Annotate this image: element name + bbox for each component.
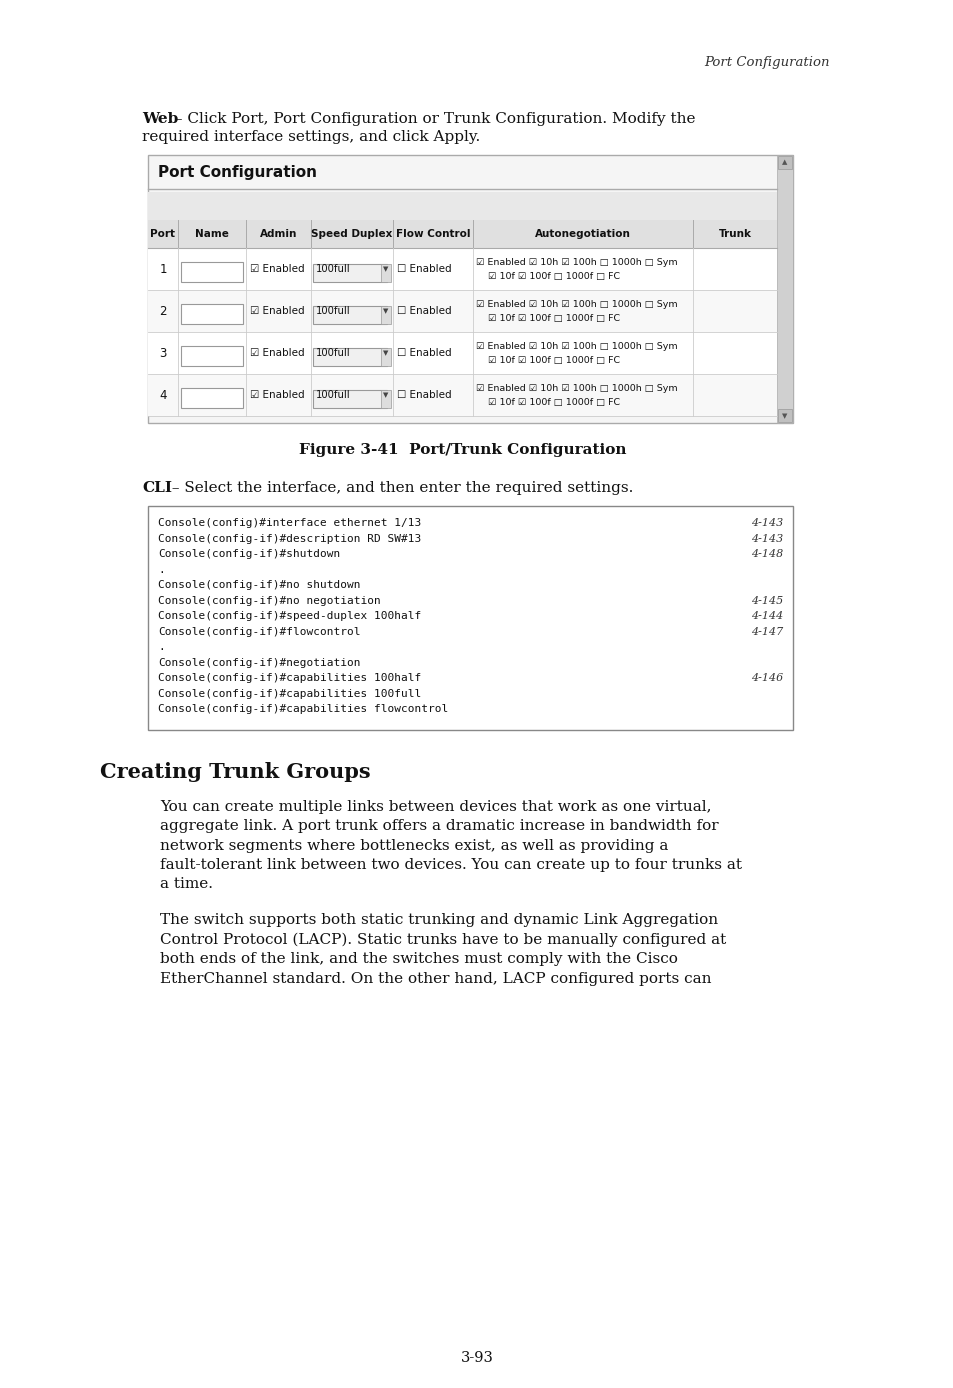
Text: ☑ 10f ☑ 100f □ 1000f □ FC: ☑ 10f ☑ 100f □ 1000f □ FC <box>488 355 619 365</box>
Bar <box>380 348 391 366</box>
Bar <box>181 346 243 366</box>
Text: Console(config-if)#flowcontrol: Console(config-if)#flowcontrol <box>158 626 360 637</box>
Text: Console(config-if)#no shutdown: Console(config-if)#no shutdown <box>158 580 360 590</box>
Text: 4-144: 4-144 <box>750 611 782 620</box>
Bar <box>181 389 243 408</box>
Bar <box>148 248 776 290</box>
Text: Port: Port <box>151 229 175 239</box>
Bar <box>313 348 387 366</box>
Text: Control Protocol (LACP). Static trunks have to be manually configured at: Control Protocol (LACP). Static trunks h… <box>160 933 725 947</box>
Bar <box>148 332 776 373</box>
Bar <box>778 409 791 422</box>
Bar <box>776 155 792 423</box>
Text: 100full: 100full <box>315 305 351 316</box>
Text: a time.: a time. <box>160 877 213 891</box>
Text: ☑ Enabled ☑ 10h ☑ 100h □ 1000h □ Sym: ☑ Enabled ☑ 10h ☑ 100h □ 1000h □ Sym <box>476 341 677 351</box>
Bar <box>313 305 387 323</box>
Bar <box>148 507 792 730</box>
Bar <box>148 221 776 248</box>
Text: ▼: ▼ <box>383 308 388 314</box>
Text: Port Configuration: Port Configuration <box>158 165 316 180</box>
Text: You can create multiple links between devices that work as one virtual,: You can create multiple links between de… <box>160 799 711 813</box>
Text: ▼: ▼ <box>383 266 388 272</box>
Text: ☐ Enabled: ☐ Enabled <box>396 264 451 273</box>
Text: Console(config-if)#shutdown: Console(config-if)#shutdown <box>158 550 340 559</box>
Text: 4-145: 4-145 <box>750 595 782 605</box>
Bar <box>778 155 791 169</box>
Text: ☑ Enabled ☑ 10h ☑ 100h □ 1000h □ Sym: ☑ Enabled ☑ 10h ☑ 100h □ 1000h □ Sym <box>476 258 677 266</box>
Text: Autonegotiation: Autonegotiation <box>535 229 630 239</box>
Text: ▼: ▼ <box>383 391 388 398</box>
Text: Console(config)#interface ethernet 1/13: Console(config)#interface ethernet 1/13 <box>158 518 421 527</box>
Text: 2: 2 <box>159 304 167 318</box>
Text: ☑ 10f ☑ 100f □ 1000f □ FC: ☑ 10f ☑ 100f □ 1000f □ FC <box>488 314 619 323</box>
Text: ☑ Enabled: ☑ Enabled <box>250 305 304 316</box>
Text: – Select the interface, and then enter the required settings.: – Select the interface, and then enter t… <box>167 482 633 496</box>
Text: 1: 1 <box>159 262 167 275</box>
Text: network segments where bottlenecks exist, as well as providing a: network segments where bottlenecks exist… <box>160 838 668 852</box>
Text: Console(config-if)#capabilities flowcontrol: Console(config-if)#capabilities flowcont… <box>158 704 448 713</box>
Text: both ends of the link, and the switches must comply with the Cisco: both ends of the link, and the switches … <box>160 952 678 966</box>
Text: Speed Duplex: Speed Duplex <box>311 229 393 239</box>
Text: Console(config-if)#description RD SW#13: Console(config-if)#description RD SW#13 <box>158 533 421 544</box>
Text: 3-93: 3-93 <box>460 1351 493 1364</box>
Text: ▼: ▼ <box>781 414 787 419</box>
Text: Port Configuration: Port Configuration <box>703 56 829 68</box>
Text: Console(config-if)#speed-duplex 100half: Console(config-if)#speed-duplex 100half <box>158 611 421 620</box>
Text: Console(config-if)#capabilities 100full: Console(config-if)#capabilities 100full <box>158 688 421 698</box>
Text: Flow Control: Flow Control <box>395 229 470 239</box>
Text: The switch supports both static trunking and dynamic Link Aggregation: The switch supports both static trunking… <box>160 913 718 927</box>
Text: Console(config-if)#capabilities 100half: Console(config-if)#capabilities 100half <box>158 673 421 683</box>
Text: aggregate link. A port trunk offers a dramatic increase in bandwidth for: aggregate link. A port trunk offers a dr… <box>160 819 718 833</box>
Text: Console(config-if)#negotiation: Console(config-if)#negotiation <box>158 658 360 668</box>
Text: ☑ Enabled: ☑ Enabled <box>250 390 304 400</box>
Text: Name: Name <box>194 229 229 239</box>
Text: ☐ Enabled: ☐ Enabled <box>396 348 451 358</box>
Bar <box>181 262 243 282</box>
Text: Creating Trunk Groups: Creating Trunk Groups <box>100 762 370 781</box>
Text: Web: Web <box>142 112 178 126</box>
Text: ☑ 10f ☑ 100f □ 1000f □ FC: ☑ 10f ☑ 100f □ 1000f □ FC <box>488 398 619 407</box>
Text: ☑ 10f ☑ 100f □ 1000f □ FC: ☑ 10f ☑ 100f □ 1000f □ FC <box>488 272 619 280</box>
Text: Figure 3-41  Port/Trunk Configuration: Figure 3-41 Port/Trunk Configuration <box>298 443 625 457</box>
Text: 3: 3 <box>159 347 167 359</box>
Text: Console(config-if)#no negotiation: Console(config-if)#no negotiation <box>158 595 380 605</box>
Bar <box>148 290 776 332</box>
Text: 100full: 100full <box>315 348 351 358</box>
Text: 4-147: 4-147 <box>750 626 782 637</box>
Text: ☐ Enabled: ☐ Enabled <box>396 390 451 400</box>
Bar <box>380 305 391 323</box>
Text: required interface settings, and click Apply.: required interface settings, and click A… <box>142 130 479 144</box>
Text: CLI: CLI <box>142 482 172 496</box>
Text: ☑ Enabled ☑ 10h ☑ 100h □ 1000h □ Sym: ☑ Enabled ☑ 10h ☑ 100h □ 1000h □ Sym <box>476 300 677 310</box>
Text: 4: 4 <box>159 389 167 401</box>
Text: ☐ Enabled: ☐ Enabled <box>396 305 451 316</box>
Bar <box>313 264 387 282</box>
Bar <box>380 390 391 408</box>
Text: EtherChannel standard. On the other hand, LACP configured ports can: EtherChannel standard. On the other hand… <box>160 972 711 985</box>
Text: 100full: 100full <box>315 390 351 400</box>
Bar <box>148 192 776 221</box>
Text: 4-148: 4-148 <box>750 550 782 559</box>
Text: 4-146: 4-146 <box>750 673 782 683</box>
Text: .: . <box>158 565 165 575</box>
Text: ☑ Enabled ☑ 10h ☑ 100h □ 1000h □ Sym: ☑ Enabled ☑ 10h ☑ 100h □ 1000h □ Sym <box>476 384 677 393</box>
Bar <box>313 390 387 408</box>
Text: ▲: ▲ <box>781 160 787 165</box>
Text: Admin: Admin <box>259 229 297 239</box>
Bar <box>380 264 391 282</box>
Text: 4-143: 4-143 <box>750 533 782 544</box>
Text: .: . <box>158 643 165 652</box>
Bar <box>148 373 776 416</box>
Text: ☑ Enabled: ☑ Enabled <box>250 348 304 358</box>
Text: fault-tolerant link between two devices. You can create up to four trunks at: fault-tolerant link between two devices.… <box>160 858 741 872</box>
Bar <box>181 304 243 323</box>
Text: 4-143: 4-143 <box>750 518 782 527</box>
Text: 100full: 100full <box>315 264 351 273</box>
Text: ☑ Enabled: ☑ Enabled <box>250 264 304 273</box>
Text: – Click Port, Port Configuration or Trunk Configuration. Modify the: – Click Port, Port Configuration or Trun… <box>170 112 695 126</box>
Text: Trunk: Trunk <box>718 229 751 239</box>
Bar <box>148 155 792 423</box>
Text: ▼: ▼ <box>383 350 388 355</box>
